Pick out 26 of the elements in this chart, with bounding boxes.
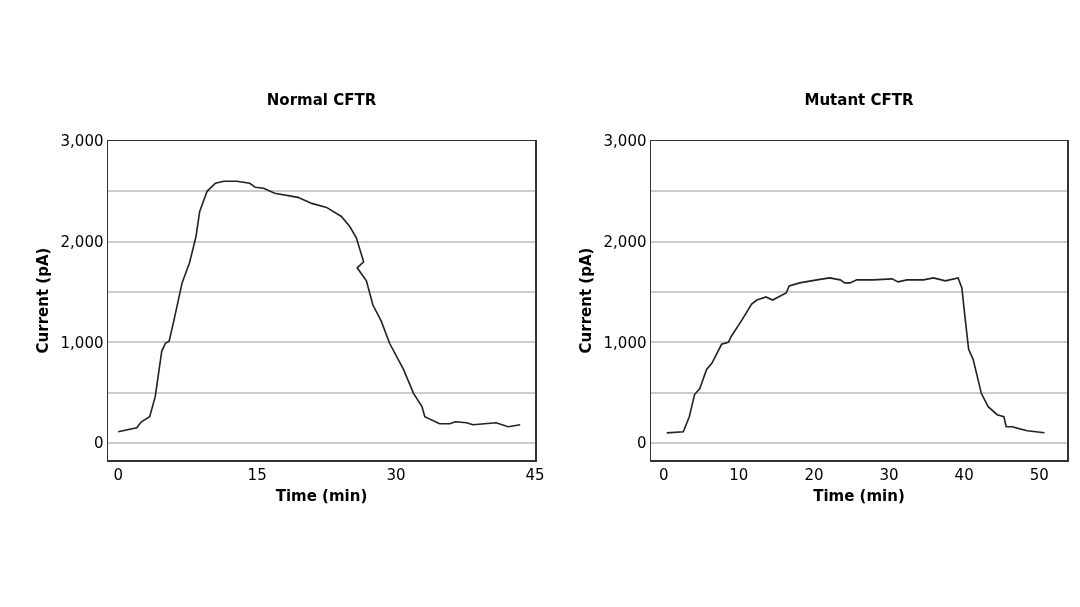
chart-title: Mutant CFTR <box>804 91 914 110</box>
y-tick-label: 2,000 <box>603 232 647 251</box>
x-tick-label: 45 <box>525 465 545 484</box>
y-tick-label: 1,000 <box>603 333 647 352</box>
line-series <box>117 180 521 433</box>
y-tick-label: 0 <box>636 434 647 453</box>
x-tick-label: 15 <box>247 465 267 484</box>
x-axis-title: Time (min) <box>275 487 368 506</box>
x-tick-label: 10 <box>729 465 749 484</box>
chart-title: Normal CFTR <box>266 91 377 110</box>
x-tick-label: 0 <box>659 465 669 484</box>
x-tick-label: 30 <box>879 465 899 484</box>
x-tick-label: 30 <box>386 465 406 484</box>
line-series <box>665 277 1046 434</box>
x-tick-label: 50 <box>1029 465 1049 484</box>
y-tick-label: 3,000 <box>60 132 104 151</box>
y-axis-title: Current (pA) <box>577 247 596 354</box>
x-tick-label: 20 <box>804 465 824 484</box>
y-axis-title: Current (pA) <box>34 247 53 354</box>
x-axis-title: Time (min) <box>813 487 905 506</box>
y-tick-label: 2,000 <box>60 232 104 251</box>
x-tick-label: 0 <box>113 465 123 484</box>
y-tick-label: 0 <box>93 434 104 453</box>
y-tick-label: 3,000 <box>603 132 647 151</box>
y-tick-label: 1,000 <box>60 333 104 352</box>
x-tick-label: 40 <box>954 465 974 484</box>
